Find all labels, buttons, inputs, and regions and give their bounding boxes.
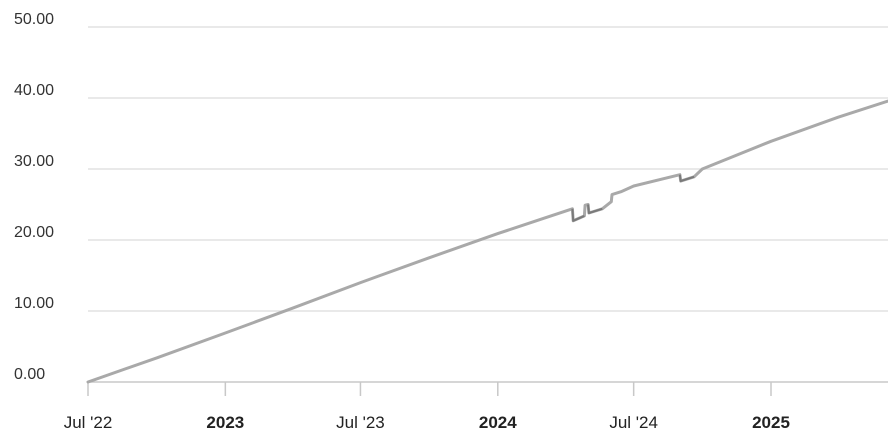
series-dip-segment <box>587 204 603 214</box>
x-tick-label: 2025 <box>752 413 790 432</box>
x-tick-label: 2023 <box>206 413 244 432</box>
y-tick-label: 0.00 <box>14 366 45 383</box>
series-dip-segment <box>571 208 585 222</box>
x-tick-label: Jul '23 <box>336 413 385 432</box>
series-line <box>86 99 888 384</box>
series-layer <box>86 99 888 384</box>
y-tick-label: 30.00 <box>14 153 54 170</box>
y-tick-label: 20.00 <box>14 224 54 241</box>
x-axis: Jul '22 2023 Jul '23 2024 Jul '24 2025 <box>64 381 888 432</box>
y-tick-label: 50.00 <box>14 11 54 28</box>
gridlines <box>88 26 888 312</box>
y-axis-ticks: 0.00 10.00 20.00 30.00 40.00 50.00 <box>14 11 54 383</box>
x-tick-label: 2024 <box>479 413 517 432</box>
series-dip-segment <box>678 174 695 183</box>
x-tick-label: Jul '22 <box>64 413 113 432</box>
x-tick-label: Jul '24 <box>609 413 658 432</box>
y-tick-label: 10.00 <box>14 295 54 312</box>
y-tick-label: 40.00 <box>14 82 54 99</box>
